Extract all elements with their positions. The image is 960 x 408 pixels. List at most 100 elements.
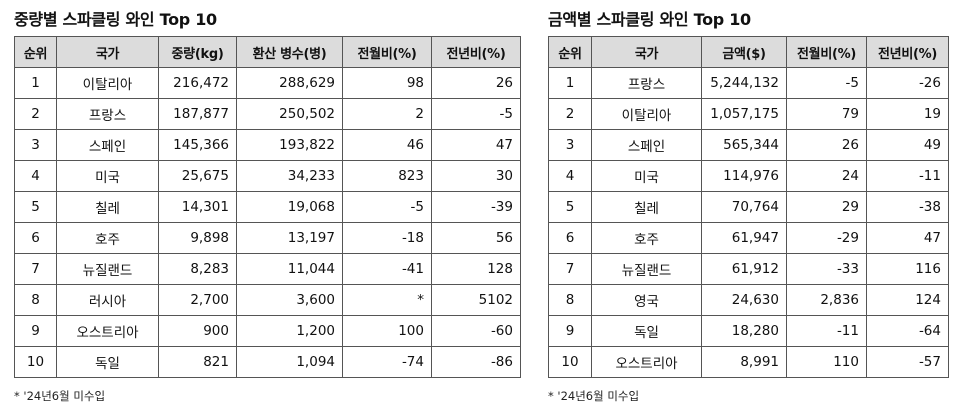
volume-table-title: 중량별 스파클링 와인 Top 10: [14, 10, 217, 29]
value-table-cell: -29: [786, 222, 867, 254]
volume-table-cell: 8,283: [158, 253, 237, 285]
volume-table-cell: -39: [431, 191, 521, 223]
volume-table-cell: 2,700: [158, 284, 237, 316]
volume-table-cell: -86: [431, 346, 521, 378]
value-table-cell: 7: [548, 253, 592, 285]
volume-table-cell: 821: [158, 346, 237, 378]
value-table-cell: 3: [548, 129, 592, 161]
volume-table-cell: 2: [342, 98, 432, 130]
volume-table-row: 1 이탈리아 216,472 288,629 98 26: [14, 67, 521, 99]
value-table-cell: 24: [786, 160, 867, 192]
value-table-row: 8 영국 24,630 2,836 124: [548, 284, 949, 316]
volume-table-cell: 216,472: [158, 67, 237, 99]
volume-table-footnote: * '24년6월 미수입: [14, 389, 106, 403]
volume-table-cell: 26: [431, 67, 521, 99]
volume-table-cell: 8: [14, 284, 57, 316]
value-table-cell: -11: [866, 160, 949, 192]
value-table-cell: 26: [786, 129, 867, 161]
value-table-header-row: 순위 국가 금액($) 전월비(%) 전년비(%): [548, 36, 949, 68]
volume-table-cell: 4: [14, 160, 57, 192]
value-table-cell: -38: [866, 191, 949, 223]
volume-table-cell: -5: [342, 191, 432, 223]
value-table-header-cell: 전년비(%): [866, 36, 949, 68]
value-table-row: 2 이탈리아 1,057,175 79 19: [548, 98, 949, 130]
volume-table-cell: 100: [342, 315, 432, 347]
value-table-cell: 18,280: [701, 315, 787, 347]
value-table-cell: 49: [866, 129, 949, 161]
volume-table-header-cell: 전월비(%): [342, 36, 432, 68]
volume-table-cell: 뉴질랜드: [56, 253, 159, 285]
volume-table-cell: 19,068: [236, 191, 343, 223]
value-table-cell: 29: [786, 191, 867, 223]
value-table-row: 4 미국 114,976 24 -11: [548, 160, 949, 192]
value-table-cell: 47: [866, 222, 949, 254]
value-table-cell: 10: [548, 346, 592, 378]
volume-table-cell: 프랑스: [56, 98, 159, 130]
volume-table-cell: 7: [14, 253, 57, 285]
value-table-header-cell: 순위: [548, 36, 592, 68]
value-table-panel: 금액별 스파클링 와인 Top 10 순위 국가 금액($) 전월비(%) 전년비(%)…: [548, 8, 949, 404]
value-table-cell: 19: [866, 98, 949, 130]
value-table-cell: -33: [786, 253, 867, 285]
volume-table-row: 3 스페인 145,366 193,822 46 47: [14, 129, 521, 161]
value-table-cell: 116: [866, 253, 949, 285]
volume-table-row: 10 독일 821 1,094 -74 -86: [14, 346, 521, 378]
value-table-row: 3 스페인 565,344 26 49: [548, 129, 949, 161]
value-table-cell: 6: [548, 222, 592, 254]
value-table-cell: 프랑스: [591, 67, 702, 99]
volume-table-cell: 1: [14, 67, 57, 99]
value-table-cell: 114,976: [701, 160, 787, 192]
volume-table-header-cell: 국가: [56, 36, 159, 68]
volume-table-cell: 1,094: [236, 346, 343, 378]
volume-table-cell: 30: [431, 160, 521, 192]
value-table-row: 1 프랑스 5,244,132 -5 -26: [548, 67, 949, 99]
value-table-cell: 61,947: [701, 222, 787, 254]
volume-table-cell: 98: [342, 67, 432, 99]
volume-table-cell: 이탈리아: [56, 67, 159, 99]
volume-table-cell: -5: [431, 98, 521, 130]
volume-table-cell: 11,044: [236, 253, 343, 285]
volume-table-row: 6 호주 9,898 13,197 -18 56: [14, 222, 521, 254]
volume-table-cell: 10: [14, 346, 57, 378]
volume-table-cell: 47: [431, 129, 521, 161]
volume-table-row: 9 오스트리아 900 1,200 100 -60: [14, 315, 521, 347]
volume-table-header-cell: 전년비(%): [431, 36, 521, 68]
volume-table-cell: 독일: [56, 346, 159, 378]
value-table-row: 6 호주 61,947 -29 47: [548, 222, 949, 254]
value-table-cell: 칠레: [591, 191, 702, 223]
volume-table-cell: 1,200: [236, 315, 343, 347]
value-table-cell: 70,764: [701, 191, 787, 223]
value-table-cell: 이탈리아: [591, 98, 702, 130]
volume-table-cell: 5: [14, 191, 57, 223]
value-table-cell: 4: [548, 160, 592, 192]
volume-table-cell: 5102: [431, 284, 521, 316]
value-table-cell: 124: [866, 284, 949, 316]
value-table-header-cell: 전월비(%): [786, 36, 867, 68]
value-table-cell: 110: [786, 346, 867, 378]
value-table-cell: -26: [866, 67, 949, 99]
value-table-cell: -11: [786, 315, 867, 347]
volume-table-header-cell: 중량(kg): [158, 36, 237, 68]
volume-table-cell: 6: [14, 222, 57, 254]
volume-table-cell: 900: [158, 315, 237, 347]
volume-table-cell: 193,822: [236, 129, 343, 161]
value-table-cell: 뉴질랜드: [591, 253, 702, 285]
volume-table-header-cell: 환산 병수(병): [236, 36, 343, 68]
volume-table-row: 2 프랑스 187,877 250,502 2 -5: [14, 98, 521, 130]
volume-table-cell: 9: [14, 315, 57, 347]
volume-table-cell: 288,629: [236, 67, 343, 99]
volume-table-cell: 46: [342, 129, 432, 161]
value-table-footnote: * '24년6월 미수입: [548, 389, 640, 403]
volume-table-cell: 스페인: [56, 129, 159, 161]
volume-table-row: 8 러시아 2,700 3,600 * 5102: [14, 284, 521, 316]
volume-table-cell: 3,600: [236, 284, 343, 316]
volume-table-cell: -74: [342, 346, 432, 378]
value-table-cell: 2: [548, 98, 592, 130]
volume-table-cell: 13,197: [236, 222, 343, 254]
value-table-cell: -5: [786, 67, 867, 99]
value-table-cell: 독일: [591, 315, 702, 347]
volume-table-cell: 56: [431, 222, 521, 254]
volume-table-cell: 128: [431, 253, 521, 285]
volume-table-cell: 호주: [56, 222, 159, 254]
value-table-row: 7 뉴질랜드 61,912 -33 116: [548, 253, 949, 285]
